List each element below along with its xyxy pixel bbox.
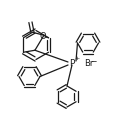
Text: P: P (69, 59, 75, 68)
Text: +: + (74, 57, 80, 61)
Text: O: O (39, 32, 46, 41)
Text: Br: Br (84, 59, 94, 68)
Text: −: − (91, 57, 97, 66)
